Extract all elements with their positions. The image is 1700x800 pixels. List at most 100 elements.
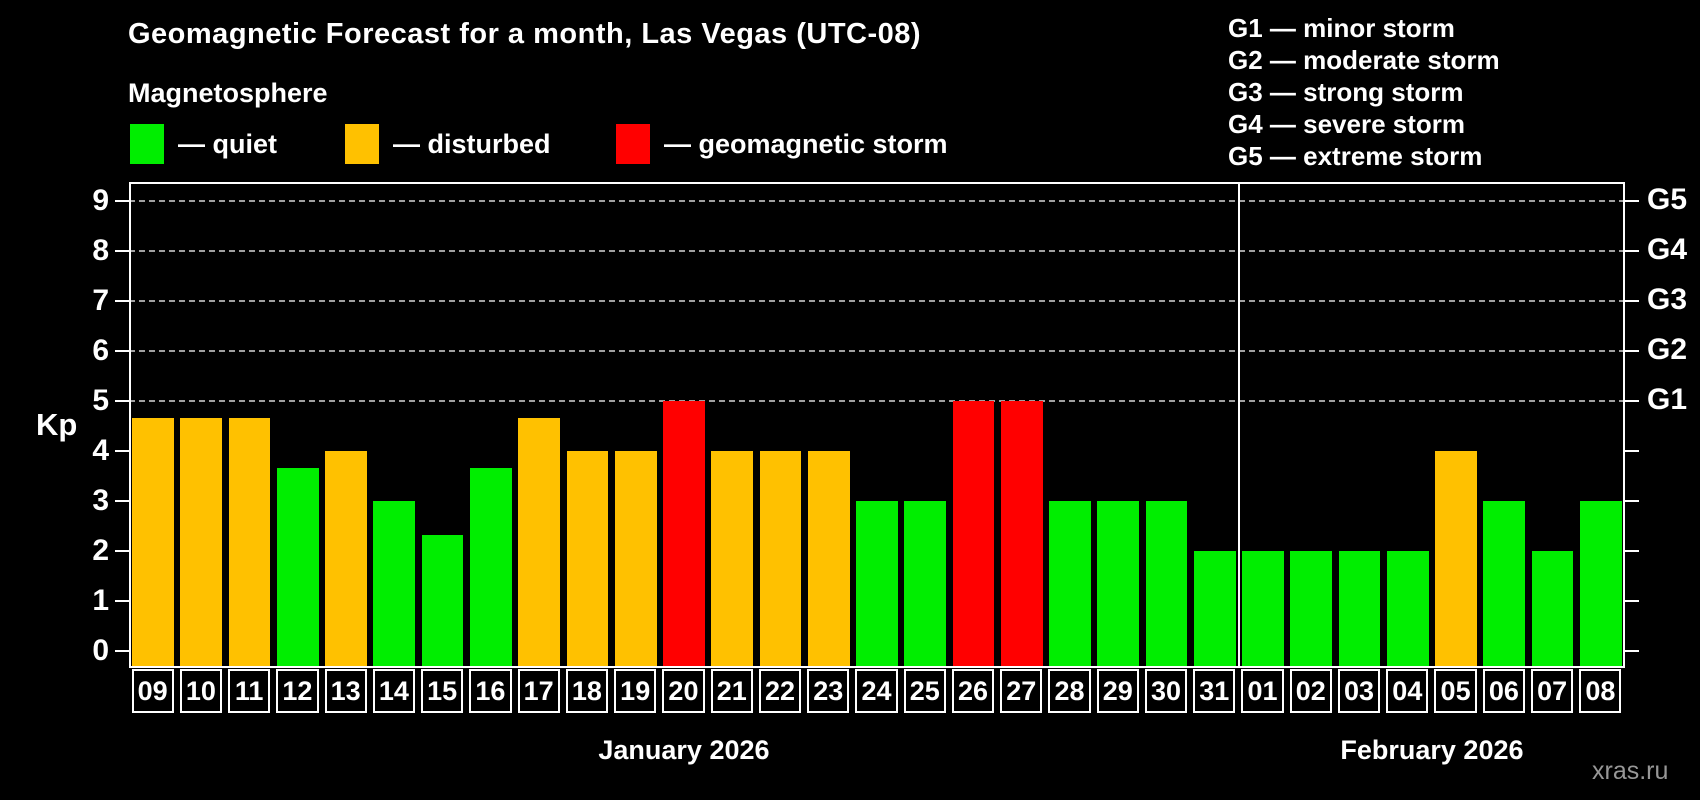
- kp-bar-day-13: [325, 451, 367, 668]
- storm-swatch: [616, 124, 650, 164]
- right-tick-5: [1625, 400, 1639, 402]
- kp-bar-day-05: [1435, 451, 1477, 668]
- gridline-kp9: [129, 200, 1625, 202]
- day-label-28: 28: [1048, 669, 1091, 713]
- kp-bar-day-18: [566, 451, 609, 668]
- g-axis-label-G1: G1: [1647, 383, 1688, 416]
- kp-bar-day-17: [518, 417, 560, 668]
- y-tick-label-1: 1: [92, 584, 109, 617]
- day-label-19: 19: [614, 669, 657, 713]
- kp-bar-day-12: [276, 467, 319, 668]
- gridline-kp7: [129, 300, 1625, 302]
- day-label-11: 11: [228, 669, 271, 713]
- kp-bar-day-08: [1579, 501, 1622, 668]
- y-tick-0: [115, 650, 129, 652]
- storm-scale-item: G4 — severe storm: [1228, 109, 1466, 139]
- storm-scale-item: G3 — strong storm: [1228, 77, 1464, 107]
- day-label-22: 22: [758, 669, 802, 713]
- day-label-13: 13: [324, 669, 367, 713]
- kp-bar-day-29: [1097, 501, 1140, 668]
- right-tick-2: [1625, 550, 1639, 552]
- y-tick-1: [115, 600, 129, 602]
- kp-bar-day-23: [807, 451, 850, 668]
- kp-bar-day-28: [1049, 501, 1091, 668]
- right-tick-4: [1625, 450, 1639, 452]
- y-tick-4: [115, 450, 129, 452]
- month-label-january: January 2026: [598, 735, 770, 765]
- day-label-10: 10: [179, 669, 222, 713]
- right-tick-1: [1625, 600, 1639, 602]
- kp-bar-day-27: [1000, 401, 1043, 668]
- right-tick-8: [1625, 250, 1639, 252]
- y-tick-9: [115, 200, 129, 202]
- storm-scale-legend: G1 — minor storm G2 — moderate storm G3 …: [1228, 12, 1500, 172]
- g-axis-label-G4: G4: [1647, 233, 1688, 266]
- day-label-18: 18: [565, 669, 609, 713]
- y-tick-label-5: 5: [92, 384, 109, 417]
- day-label-21: 21: [710, 669, 753, 713]
- day-label-02: 02: [1289, 669, 1332, 713]
- storm-scale-item: G1 — minor storm: [1228, 13, 1455, 43]
- kp-bar-day-04: [1386, 551, 1429, 668]
- y-tick-3: [115, 500, 129, 502]
- day-label-27: 27: [1000, 669, 1043, 713]
- legend-item-storm: — geomagnetic storm: [616, 123, 948, 165]
- y-axis-title: Kp: [36, 407, 78, 442]
- y-tick-5: [115, 400, 129, 402]
- y-tick-label-3: 3: [92, 484, 109, 517]
- legend-label: — geomagnetic storm: [664, 128, 948, 159]
- y-tick-label-8: 8: [92, 234, 109, 267]
- legend-item-quiet: — quiet: [130, 123, 277, 165]
- kp-bar-day-25: [904, 501, 947, 668]
- kp-bar-day-06: [1483, 501, 1526, 668]
- gridline-kp6: [129, 350, 1625, 352]
- kp-bar-day-07: [1531, 551, 1574, 668]
- month-separator-line: [1237, 182, 1240, 668]
- legend-label: — disturbed: [393, 128, 551, 159]
- kp-bar-day-21: [711, 451, 754, 668]
- day-label-14: 14: [372, 669, 416, 713]
- day-label-05: 05: [1434, 669, 1477, 713]
- day-label-16: 16: [469, 669, 512, 713]
- day-label-25: 25: [903, 669, 946, 713]
- chart-subtitle: Magnetosphere: [128, 78, 328, 108]
- kp-bar-day-02: [1290, 551, 1333, 668]
- kp-bar-day-31: [1193, 551, 1236, 668]
- y-tick-7: [115, 300, 129, 302]
- kp-bar-day-03: [1338, 551, 1381, 668]
- x-axis-day-labels: 09 10 11 12 13 14 15 16 17 18 19 20 21 22 23 24 25 26 27 28…: [129, 669, 1625, 715]
- storm-scale-item: G5 — extreme storm: [1228, 141, 1483, 171]
- y-tick-8: [115, 250, 129, 252]
- disturbed-swatch: [345, 124, 379, 164]
- kp-bar-day-26: [952, 401, 995, 668]
- right-tick-6: [1625, 350, 1639, 352]
- day-label-23: 23: [807, 669, 850, 713]
- day-label-04: 04: [1386, 669, 1429, 713]
- kp-bar-day-19: [614, 451, 657, 668]
- right-tick-0: [1625, 650, 1639, 652]
- g-axis-label-G5: G5: [1647, 183, 1688, 216]
- day-label-24: 24: [855, 669, 898, 713]
- day-label-12: 12: [276, 669, 319, 713]
- month-label-february: February 2026: [1340, 735, 1524, 765]
- kp-bar-day-16: [470, 467, 512, 668]
- g-axis-label-G2: G2: [1647, 333, 1688, 366]
- right-tick-3: [1625, 500, 1639, 502]
- day-label-26: 26: [951, 669, 995, 713]
- y-tick-label-6: 6: [92, 334, 109, 367]
- kp-bar-day-14: [373, 501, 416, 668]
- day-label-06: 06: [1482, 669, 1525, 713]
- gridline-kp5: [129, 400, 1625, 402]
- g-axis-label-G3: G3: [1647, 283, 1688, 316]
- kp-bar-day-11: [228, 417, 271, 668]
- kp-bar-day-01: [1242, 551, 1284, 668]
- right-tick-9: [1625, 200, 1639, 202]
- kp-bar-day-22: [759, 451, 802, 668]
- day-label-31: 31: [1193, 669, 1236, 713]
- day-label-15: 15: [421, 669, 464, 713]
- y-tick-2: [115, 550, 129, 552]
- kp-bar-day-09: [132, 417, 174, 668]
- watermark: xras.ru: [1592, 757, 1669, 785]
- kp-bar-day-10: [180, 417, 223, 668]
